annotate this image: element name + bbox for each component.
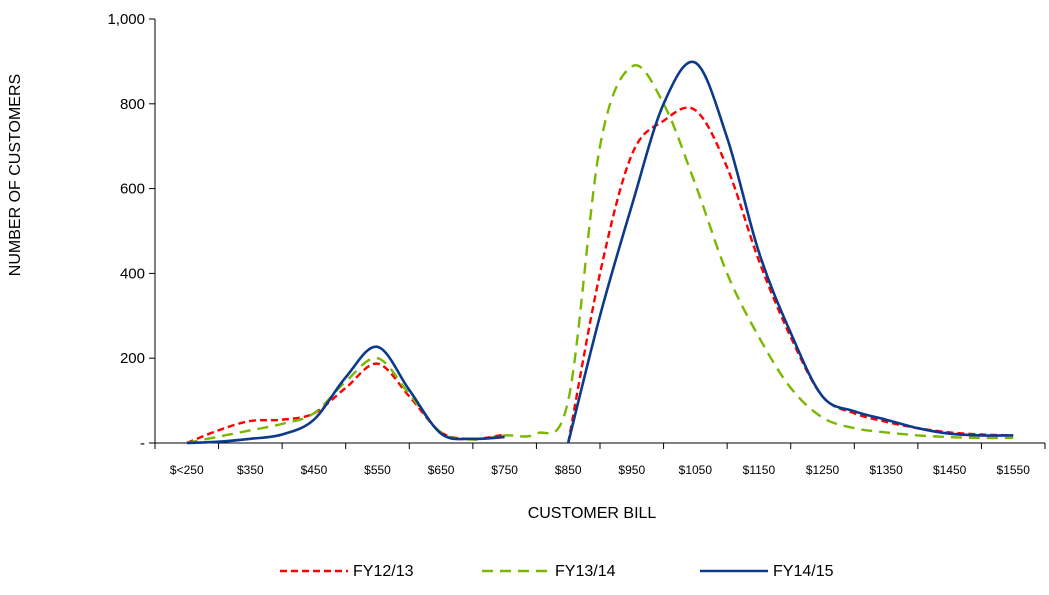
x-axis-title: CUSTOMER BILL bbox=[528, 505, 657, 522]
x-tick-label: $950 bbox=[618, 463, 645, 477]
x-tick-label: $1350 bbox=[869, 463, 903, 477]
y-tick-label: 800 bbox=[120, 96, 145, 113]
x-tick-label: $350 bbox=[237, 463, 264, 477]
axes bbox=[154, 19, 1045, 444]
x-tick-label: $850 bbox=[555, 463, 582, 477]
x-tick-label: $1550 bbox=[997, 463, 1031, 477]
legend-label-fy14-15: FY14/15 bbox=[773, 563, 834, 580]
series-line-fy14-15 bbox=[186, 345, 505, 445]
x-tick-label: $650 bbox=[428, 463, 455, 477]
legend-label-fy12-13: FY12/13 bbox=[353, 563, 414, 580]
x-tick-label: $1150 bbox=[743, 463, 776, 477]
y-tick-label: 400 bbox=[120, 265, 145, 282]
series-line-fy13-14 bbox=[186, 64, 1014, 445]
y-tick-label: 1,000 bbox=[107, 11, 145, 28]
x-tick-label: $750 bbox=[491, 463, 518, 477]
x-axis-ticks: $<250 $350 $450 $550 $650 $750 $850 $950 $1050 $1… bbox=[154, 443, 1046, 477]
x-tick-label: $550 bbox=[364, 463, 391, 477]
legend-label-fy13-14: FY13/14 bbox=[555, 563, 616, 580]
y-axis-title: NUMBER OF CUSTOMERS bbox=[7, 74, 24, 276]
series-line-fy12-13 bbox=[186, 362, 505, 445]
y-tick-label: - bbox=[140, 435, 145, 452]
series-lines bbox=[186, 60, 1014, 445]
x-tick-label: $<250 bbox=[170, 463, 204, 477]
x-tick-label: $1050 bbox=[679, 463, 713, 477]
series-line-fy12-13 bbox=[567, 106, 1014, 444]
y-tick-label: 200 bbox=[120, 350, 145, 367]
series-line-fy14-15 bbox=[566, 60, 1014, 444]
x-tick-label: $1450 bbox=[933, 463, 967, 477]
y-tick-label: 600 bbox=[120, 181, 145, 198]
y-axis-ticks: - 200 400 600 800 1,000 bbox=[107, 11, 155, 452]
x-tick-label: $1250 bbox=[806, 463, 840, 477]
x-tick-label: $450 bbox=[301, 463, 328, 477]
legend: FY12/13 FY13/14 FY14/15 bbox=[280, 563, 834, 580]
